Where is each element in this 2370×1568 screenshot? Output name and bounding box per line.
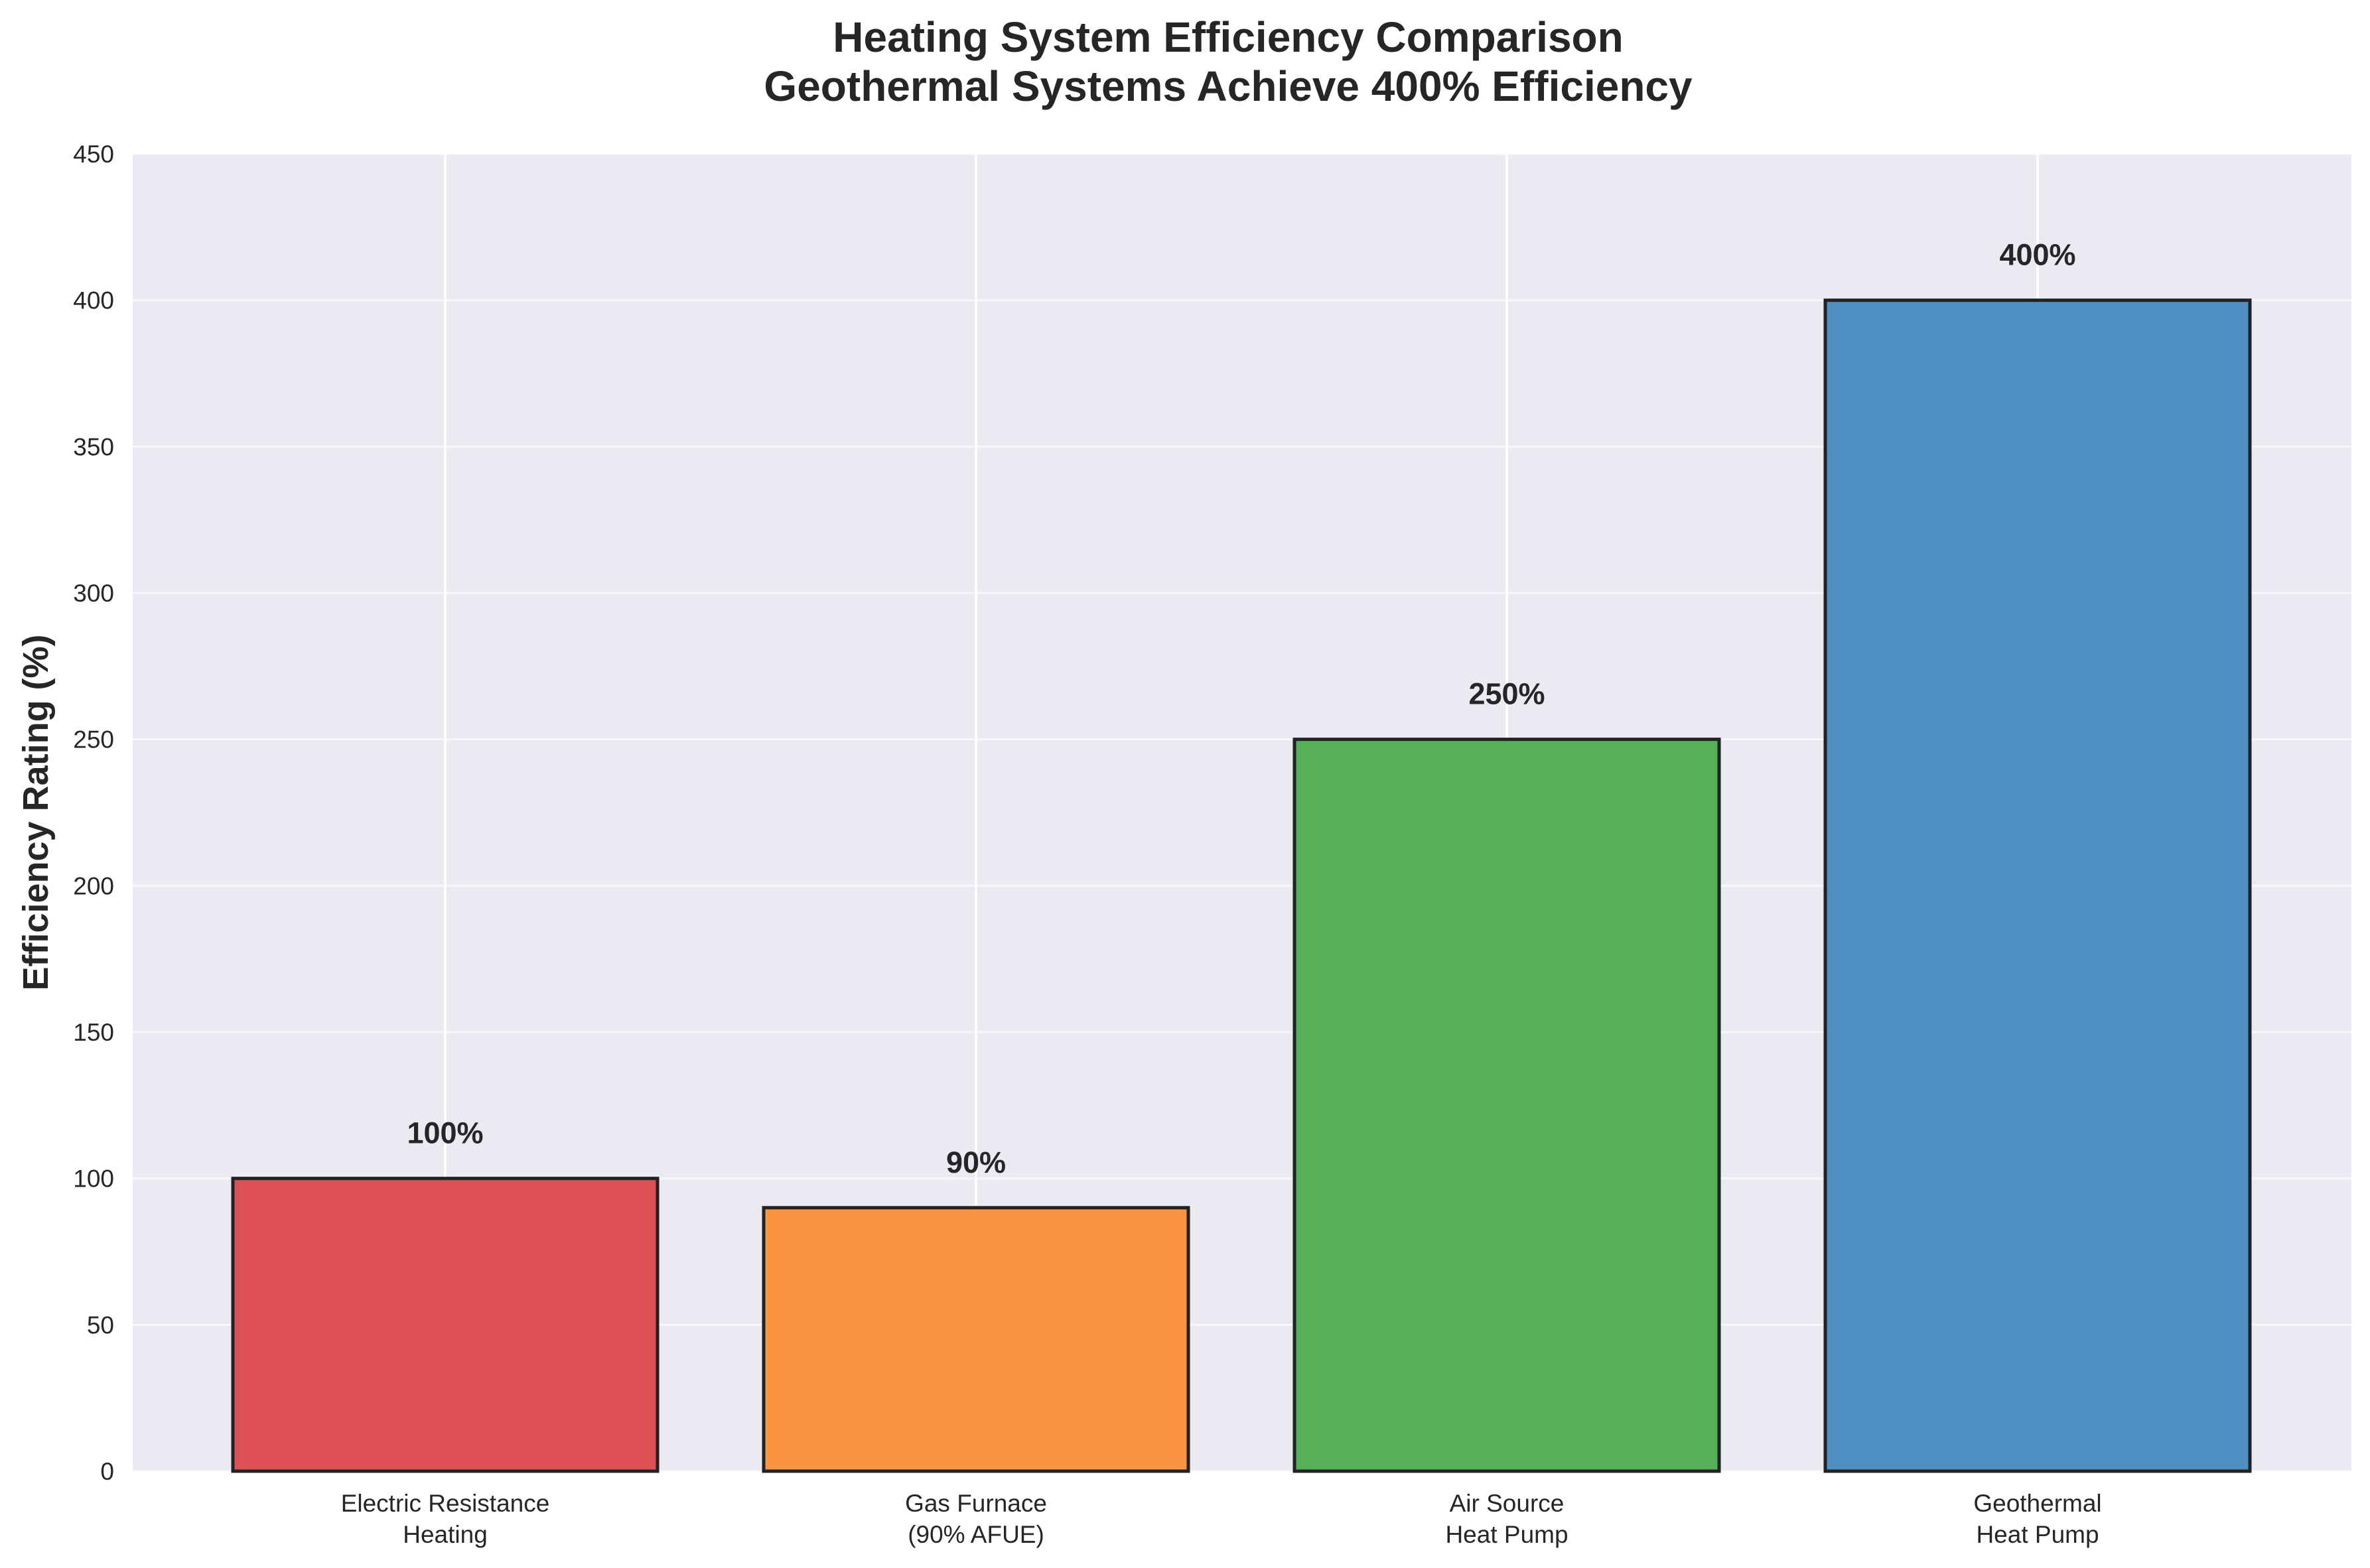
x-tick-label: Heating	[403, 1521, 488, 1548]
y-tick-label: 200	[73, 872, 114, 899]
y-axis-label: Efficiency Rating (%)	[16, 634, 56, 990]
y-tick-label: 50	[87, 1311, 114, 1339]
y-tick-label: 100	[73, 1165, 114, 1193]
bar-value-label: 400%	[1999, 238, 2075, 272]
x-tick-label: Electric Resistance	[341, 1490, 550, 1517]
bar-value-label: 90%	[946, 1145, 1006, 1179]
x-tick-label: Gas Furnace	[905, 1490, 1047, 1517]
y-tick-label: 400	[73, 287, 114, 314]
y-tick-label: 300	[73, 580, 114, 607]
y-tick-label: 150	[73, 1019, 114, 1046]
value-labels: 100% 90% 250% 400%	[407, 238, 2075, 1179]
x-tick-label: (90% AFUE)	[908, 1521, 1044, 1548]
chart-title-line-2: Geothermal Systems Achieve 400% Efficien…	[764, 62, 1693, 110]
y-axis-ticks: 0 50 100 150 200 250 300 350 400 450	[73, 141, 114, 1485]
bar	[762, 1206, 1190, 1473]
x-tick-label: Air Source	[1450, 1490, 1565, 1517]
bar-value-label: 250%	[1468, 677, 1545, 711]
x-tick-label: Heat Pump	[1976, 1521, 2099, 1548]
y-tick-label: 250	[73, 726, 114, 753]
chart-title-line-1: Heating System Efficiency Comparison	[833, 13, 1623, 61]
y-tick-label: 350	[73, 433, 114, 460]
bars-layer	[231, 298, 2252, 1473]
x-tick-label: Geothermal	[1973, 1490, 2101, 1517]
x-tick-label: Heat Pump	[1445, 1521, 1568, 1548]
bar-value-label: 100%	[407, 1116, 483, 1150]
bar	[231, 1177, 660, 1473]
y-tick-label: 450	[73, 141, 114, 168]
y-tick-label: 0	[100, 1458, 114, 1485]
bar	[1292, 738, 1721, 1473]
x-axis-ticks: Electric Resistance Heating Gas Furnace (90…	[341, 1490, 2102, 1548]
bar	[1823, 298, 2252, 1473]
